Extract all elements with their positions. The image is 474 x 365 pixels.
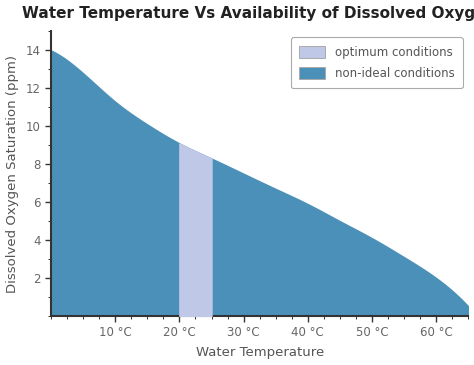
X-axis label: Water Temperature: Water Temperature <box>196 346 324 360</box>
Legend: optimum conditions, non-ideal conditions: optimum conditions, non-ideal conditions <box>291 37 463 88</box>
Title: Water Temperature Vs Availability of Dissolved Oxygen: Water Temperature Vs Availability of Dis… <box>22 5 474 20</box>
Y-axis label: Dissolved Oxygen Saturation (ppm): Dissolved Oxygen Saturation (ppm) <box>6 55 18 293</box>
